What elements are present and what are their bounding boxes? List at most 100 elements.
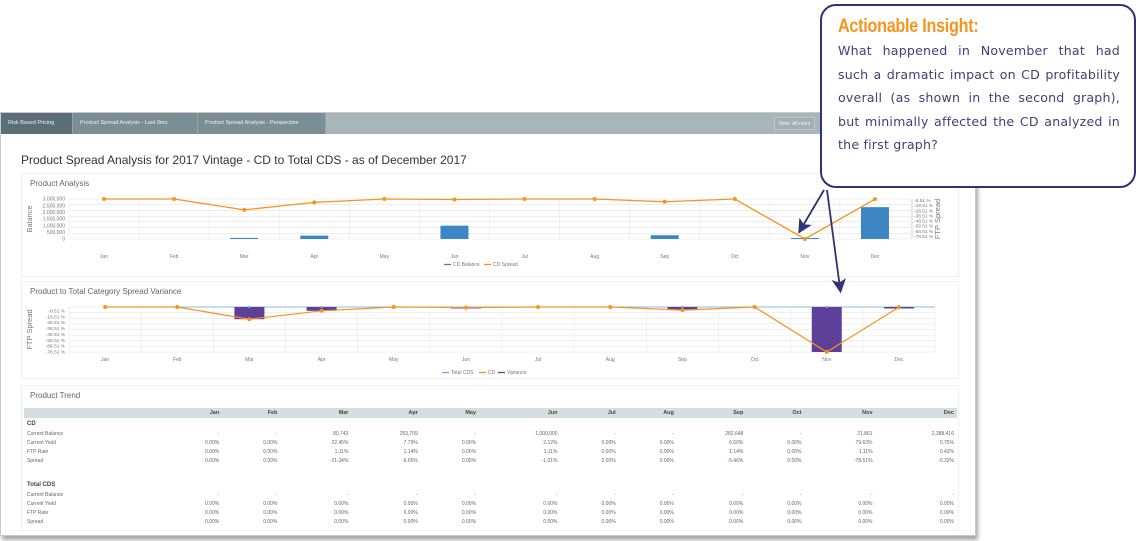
section-header-row: CD: [24, 418, 957, 429]
cd-point: [247, 317, 252, 322]
x-tick-label: Jun: [462, 357, 470, 363]
actionable-insight-callout: Actionable Insight: What happened in Nov…: [820, 4, 1136, 188]
table-cell: 0.00%: [263, 439, 278, 446]
y-right-tick-label: -78.51 %: [914, 234, 934, 240]
x-tick-label: Jan: [101, 357, 109, 363]
table-cell: 0.00%: [787, 518, 802, 525]
table-cell: 0.00%: [461, 457, 477, 464]
callout-body: What happened in November that had such …: [838, 43, 1120, 152]
row-label: FTP Rate: [27, 448, 49, 455]
tab-product-spread-last-3mo[interactable]: Product Spread Analysis - Last 3mo: [73, 113, 198, 134]
column-header-apr: Apr: [351, 408, 421, 418]
y-tick-label: 2,000,000: [43, 210, 65, 216]
table-cell: 0.00%: [787, 509, 802, 516]
table-cell: 0.00%: [334, 518, 349, 525]
x-tick-label: Aug: [590, 254, 599, 260]
table-cell: 0.00%: [263, 509, 278, 516]
table-row: Current Yield 0.00% 0.00% 22.45% 7.79% 0.00% 2…: [24, 438, 957, 447]
callout-title: Actionable Insight:: [838, 16, 979, 37]
column-header-mar: Mar: [280, 408, 352, 418]
table-cell: -: [346, 491, 349, 498]
table-cell: -21.34%: [329, 457, 349, 464]
product-analysis-panel: Product Analysis 3,000,000 2,500,000 2,000…: [21, 173, 959, 277]
cd-spread-point: [732, 197, 737, 201]
table-cell: 0.00%: [659, 518, 674, 525]
table-cell: 0.00%: [858, 518, 873, 525]
table-cell: 0.00%: [403, 518, 418, 525]
table-cell: 0.00%: [205, 500, 220, 507]
table-cell: -: [217, 491, 220, 498]
table-cell: 0.00%: [543, 500, 558, 507]
row-label: Spread: [27, 518, 44, 525]
column-header-label: [24, 408, 164, 418]
cd-balance-bar: [650, 235, 679, 239]
panel-title: Product Trend: [30, 391, 81, 400]
table-row: Current Yield 0.00% 0.00% 0.00% 0.00% 0.00% 0.…: [24, 499, 957, 508]
y-right-tick-label: -58.51 %: [914, 224, 934, 230]
tab-risk-based-pricing[interactable]: Risk Based Pricing: [1, 113, 73, 134]
app-window: Risk Based Pricing Product Spread Analys…: [0, 112, 976, 536]
table-cell: 1.11%: [334, 448, 349, 455]
table-cell: 0.00%: [659, 509, 674, 516]
table-cell: 0.00%: [858, 509, 873, 516]
x-tick-label: May: [380, 254, 390, 260]
cd-spread-point: [312, 200, 317, 205]
table-cell: 79.63%: [855, 439, 873, 446]
row-label: Current Balance: [27, 430, 64, 437]
y-tick-label: -8.51 %: [48, 309, 65, 315]
column-header-dec: Dec: [875, 408, 957, 418]
table-cell: 1.11%: [543, 448, 558, 455]
y-right-tick-label: -38.51 %: [914, 213, 934, 219]
table-cell: -: [614, 430, 616, 437]
table-row: Current Balance - - 80,743 253,709 - 1,000,000…: [24, 429, 957, 438]
cd-balance-bar: [440, 225, 469, 239]
x-tick-label: Apr: [310, 254, 318, 260]
cd-point: [175, 305, 180, 309]
table-cell: 7.79%: [403, 439, 418, 446]
x-tick-label: Jan: [100, 254, 108, 260]
tab-product-spread-prospective[interactable]: Product Spread Analysis - Prospective: [198, 113, 326, 134]
table-cell: 0.00%: [263, 457, 278, 464]
cd-point: [608, 305, 613, 309]
table-cell: 282,648: [725, 430, 744, 437]
table-row: FTP Rate 0.00% 0.00% 1.11% 1.14% 0.00% 1.11% 0.…: [24, 447, 957, 456]
y-right-tick-label: -18.51 %: [914, 203, 934, 209]
cd-spread-point: [382, 197, 387, 201]
cd-point: [103, 305, 108, 309]
y-tick-label: -38.51 %: [46, 326, 66, 332]
cd-point: [319, 308, 324, 313]
x-tick-label: Dec: [871, 254, 880, 260]
y-tick-label: 0: [62, 237, 65, 243]
table-cell: -: [952, 491, 954, 498]
legend-cd-balance: CD Balance: [453, 262, 480, 268]
table-cell: 21,861: [857, 430, 873, 437]
cd-point: [463, 305, 468, 310]
table-cell: 0.00%: [205, 518, 220, 525]
table-cell: 0.00%: [334, 509, 349, 516]
row-label: Spread: [27, 457, 44, 464]
y-tick-label: -68.51 %: [46, 344, 66, 350]
table-cell: 0.00%: [601, 500, 616, 507]
table-cell: 0.00%: [729, 500, 744, 507]
y-tick-label: -58.51 %: [46, 338, 66, 344]
cd-balance-bar: [230, 237, 259, 239]
rates-note: Note: All rates: [774, 117, 816, 130]
table-cell: 0.00%: [659, 448, 674, 455]
cd-spread-point: [592, 197, 597, 201]
table-cell: -: [672, 491, 674, 498]
table-cell: -: [275, 491, 278, 498]
y-tick-label: -28.51 %: [46, 320, 66, 326]
cd-spread-point: [522, 197, 527, 201]
table-cell: 2,388,416: [931, 430, 954, 437]
table-cell: 6.60%: [729, 439, 744, 446]
y-tick-label: -18.51 %: [46, 314, 66, 320]
column-header-jun: Jun: [479, 408, 561, 418]
cd-spread-point: [102, 197, 107, 201]
table-cell: 0.00%: [205, 509, 220, 516]
x-tick-label: Nov: [822, 357, 831, 363]
column-header-may: May: [420, 408, 480, 418]
table-cell: 0.00%: [659, 457, 674, 464]
table-cell: 0.00%: [729, 518, 744, 525]
table-cell: 0.00%: [939, 518, 954, 525]
x-tick-label: Oct: [731, 254, 739, 260]
